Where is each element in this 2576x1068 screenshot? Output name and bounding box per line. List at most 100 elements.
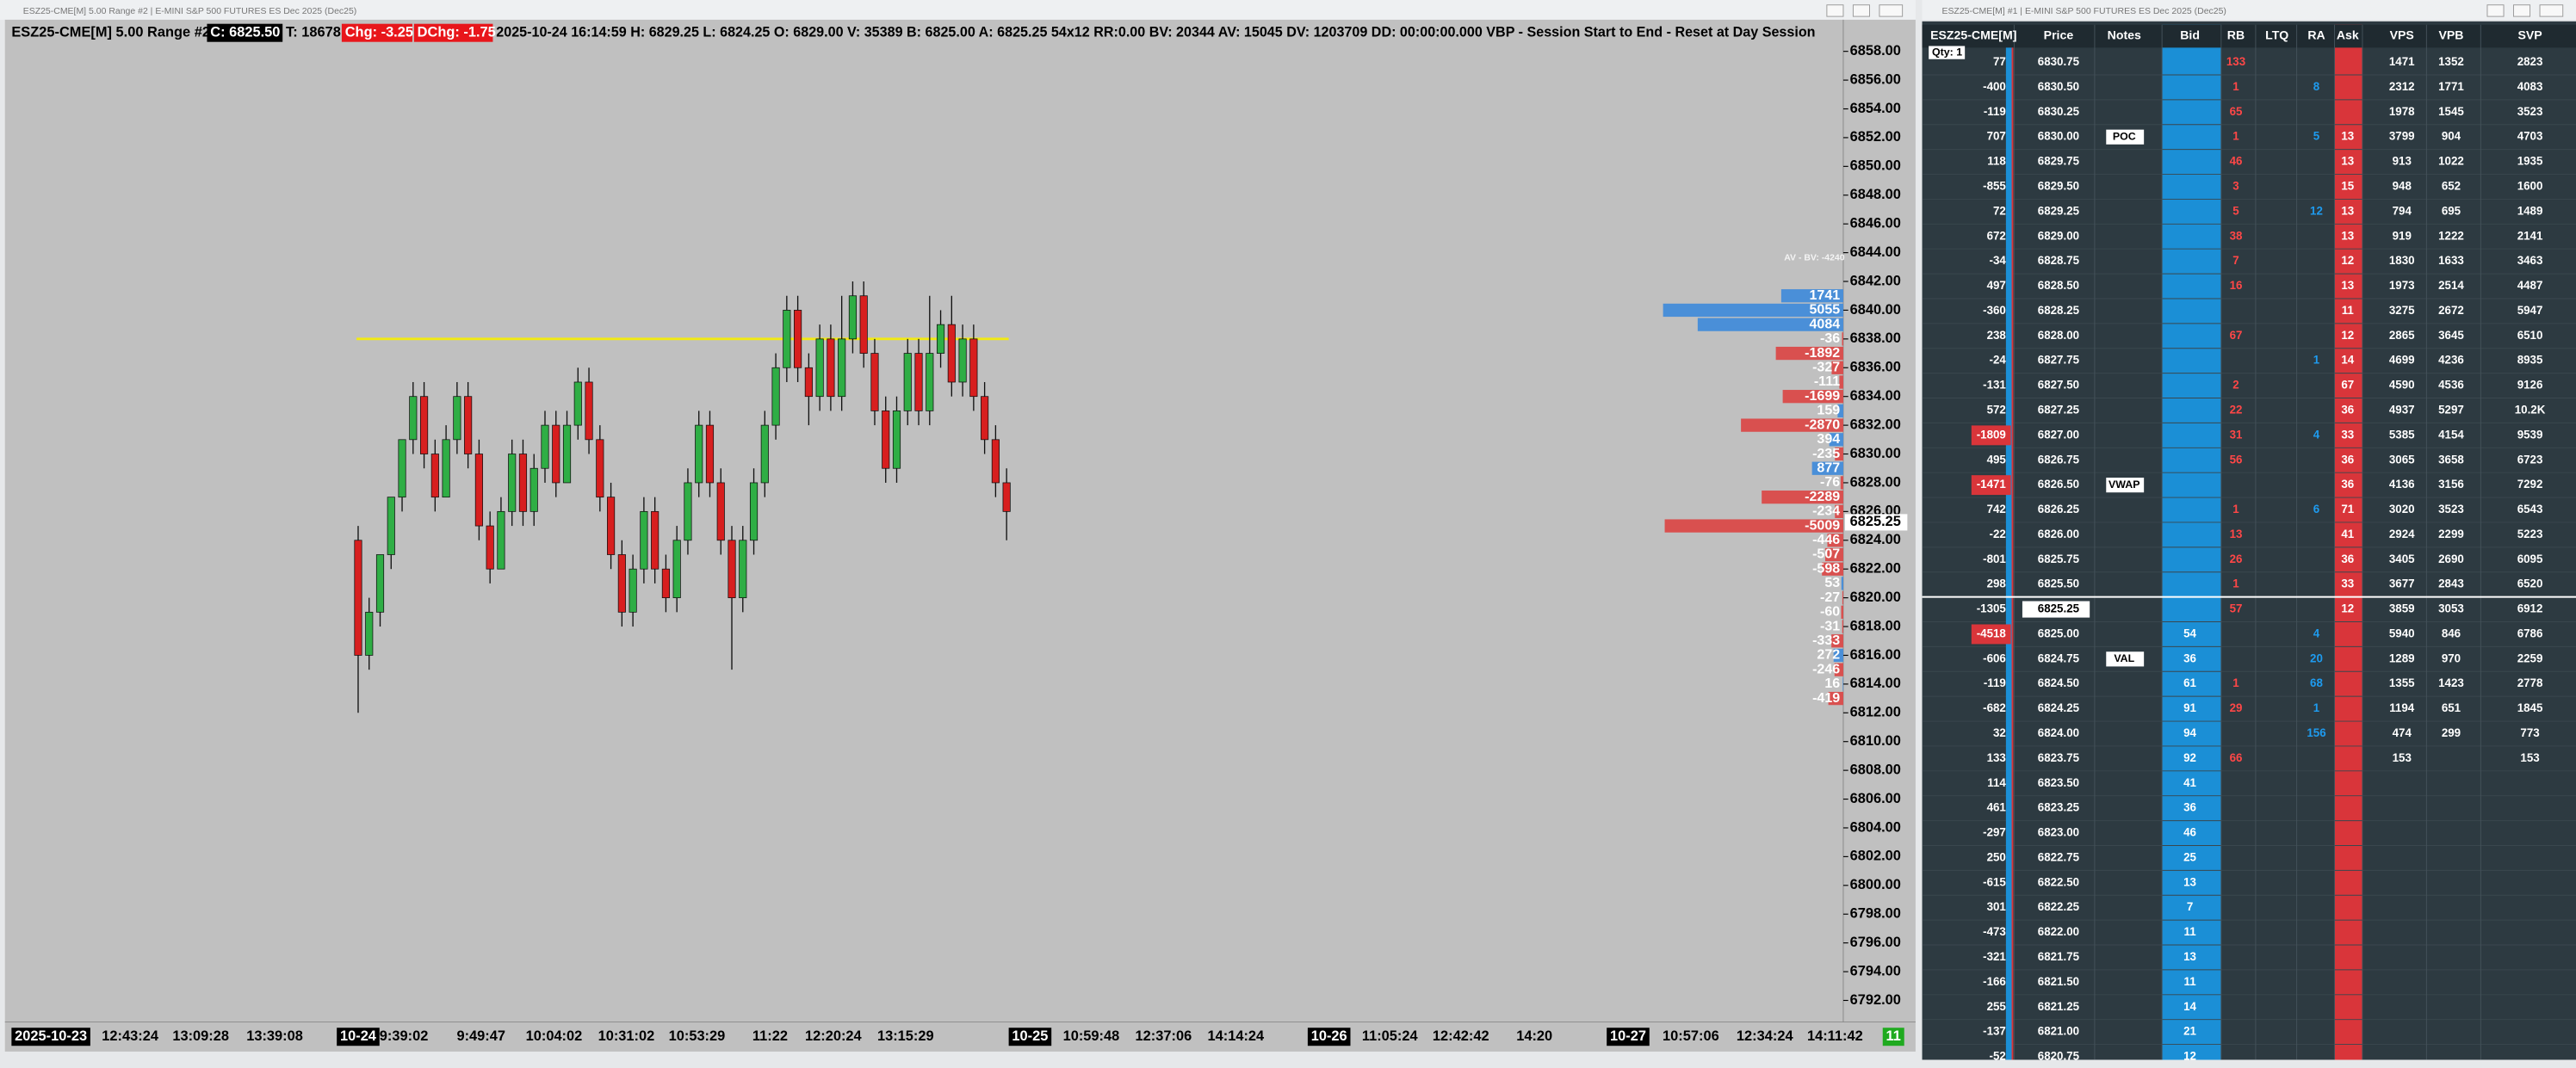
candle-body <box>728 540 736 599</box>
ladder-cell: 6828.50 <box>2038 279 2079 292</box>
right-title-bar <box>1922 0 2576 20</box>
ladder-cell: 33 <box>2341 428 2354 441</box>
column-header: RB <box>2227 28 2245 42</box>
ladder-cell: 1 <box>2313 354 2320 367</box>
ladder-cell: 5223 <box>2517 528 2543 540</box>
ladder-cell: 2778 <box>2517 676 2543 689</box>
ladder-cell: 91 <box>2183 701 2196 714</box>
candle-body <box>354 540 362 656</box>
time-label: 12:34:24 <box>1737 1028 1794 1044</box>
ladder-cell: 1194 <box>2389 701 2415 714</box>
close-button[interactable] <box>1879 4 1904 17</box>
ladder-cell: 6822.75 <box>2038 850 2080 863</box>
time-label: 14:14:24 <box>1208 1028 1266 1044</box>
profile-value: -5009 <box>1805 517 1840 533</box>
ladder-cell: 3020 <box>2389 503 2415 515</box>
price-label: 6810.00 <box>1850 733 1901 749</box>
price-label: 6830.00 <box>1850 446 1901 461</box>
left-title-bar <box>0 0 1916 20</box>
ladder-cell: 13 <box>2230 528 2243 540</box>
price-label: 6812.00 <box>1850 705 1901 720</box>
profile-bar <box>1828 691 1843 706</box>
ladder-cell: 6510 <box>2517 329 2543 342</box>
maximize-button[interactable] <box>1852 4 1870 17</box>
candle-body <box>739 540 747 599</box>
candle-body <box>464 396 473 454</box>
ladder-cell: 707 <box>1987 130 2006 143</box>
candle-body <box>585 381 593 441</box>
profile-bar <box>1842 590 1843 605</box>
ladder-cell: 6543 <box>2517 503 2543 515</box>
profile-value: -327 <box>1812 360 1840 375</box>
ladder-cell: 6825.75 <box>2038 553 2080 565</box>
time-label: 9:39:02 <box>380 1028 429 1044</box>
ladder-cell: 11 <box>2184 975 2197 988</box>
ladder-cell: 3065 <box>2389 453 2415 466</box>
time-label: 12:42:42 <box>1433 1028 1489 1044</box>
ladder-cell: 7292 <box>2517 478 2543 491</box>
ladder-cell: -321 <box>1983 950 2006 963</box>
ladder-cell: 1 <box>2232 130 2239 143</box>
profile-value: -1892 <box>1805 345 1840 361</box>
tick-count: T: 18678 <box>286 25 341 40</box>
minimize-button[interactable] <box>1826 4 1844 17</box>
profile-value: -31 <box>1820 618 1840 633</box>
column-header: Price <box>2044 28 2074 42</box>
time-label: 14:20 <box>1516 1028 1552 1044</box>
ladder-cell: 6823.75 <box>2038 751 2080 764</box>
ladder-cell: 3463 <box>2517 254 2543 267</box>
minimize-button[interactable] <box>2486 4 2505 17</box>
candle-body <box>716 482 725 541</box>
ladder-cell: -4518 <box>1977 627 2007 639</box>
close-button[interactable] <box>2539 4 2564 17</box>
column-header: VPB <box>2438 28 2463 42</box>
ladder-cell: 3405 <box>2389 553 2415 565</box>
time-label: 10-27 <box>1610 1028 1646 1044</box>
ladder-cell: 13 <box>2341 279 2354 292</box>
bar-info: 2025-10-24 16:14:59 H: 6829.25 L: 6824.2… <box>496 25 1815 40</box>
profile-value: -36 <box>1820 330 1840 346</box>
ladder-cell: 6823.50 <box>2038 776 2079 789</box>
ladder-cell: 6827.00 <box>2038 428 2079 441</box>
price-label: 6832.00 <box>1850 417 1901 432</box>
delta-highlight <box>1971 475 2011 496</box>
profile-value: 16 <box>1824 676 1840 691</box>
profile-value: -507 <box>1812 546 1840 562</box>
ladder-cell: 6820.75 <box>2038 1050 2080 1063</box>
ladder-cell: 6786 <box>2517 627 2543 639</box>
qty: Qty: 1 <box>1932 46 1962 58</box>
ladder-cell: -473 <box>1983 925 2006 938</box>
candle-body <box>375 554 385 613</box>
price-label: 6856.00 <box>1850 71 1901 87</box>
time-label: 13:15:29 <box>877 1028 934 1044</box>
candle-body <box>705 424 715 484</box>
maximize-button[interactable] <box>2513 4 2531 17</box>
ladder-cell: 2299 <box>2438 528 2464 540</box>
profile-value: 5055 <box>1810 302 1841 318</box>
candle-body <box>629 568 637 613</box>
ladder-cell: 773 <box>2520 726 2539 739</box>
profile-value: -598 <box>1812 560 1840 576</box>
ladder-cell: 6822.00 <box>2038 925 2079 938</box>
candle-body <box>1002 482 1011 512</box>
ladder-cell: 6822.25 <box>2038 900 2080 913</box>
ladder-cell: 77 <box>1993 55 2006 68</box>
time-label: 10-26 <box>1311 1028 1347 1044</box>
ladder-cell: 36 <box>2183 651 2196 664</box>
ladder-cell: 11 <box>2184 925 2197 938</box>
candle-body <box>749 482 759 541</box>
ladder-cell: 652 <box>2442 180 2461 193</box>
profile-value: -2870 <box>1805 417 1840 432</box>
ladder-cell: 1830 <box>2389 254 2415 267</box>
candle-body <box>562 424 572 484</box>
profile-value: -235 <box>1812 446 1840 461</box>
close-price: C: 6825.50 <box>210 25 280 40</box>
ladder-cell: -855 <box>1983 180 2006 193</box>
profile-value: 1741 <box>1810 287 1841 303</box>
ladder-cell: 6821.25 <box>2038 1000 2080 1013</box>
candle-body <box>474 454 483 527</box>
profile-bar <box>1762 491 1843 504</box>
ladder-cell: 2 <box>2232 379 2239 392</box>
time-label-badge <box>337 1028 380 1046</box>
profile-value: 394 <box>1817 431 1840 447</box>
